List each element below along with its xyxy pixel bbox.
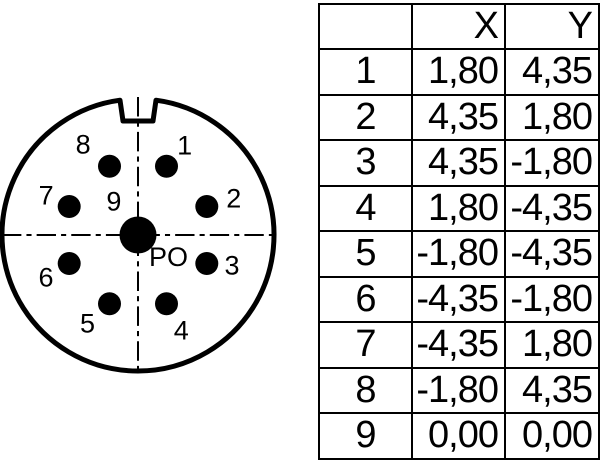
svg-text:2: 2	[226, 183, 241, 213]
svg-text:9: 9	[106, 186, 121, 216]
svg-text:3: 3	[224, 250, 239, 280]
svg-text:4: 4	[174, 316, 189, 346]
svg-text:8: 8	[76, 129, 91, 159]
svg-text:1: 1	[177, 131, 192, 161]
svg-text:PO: PO	[149, 242, 188, 272]
svg-text:7: 7	[39, 181, 54, 211]
svg-text:5: 5	[80, 308, 95, 338]
svg-text:6: 6	[38, 263, 53, 293]
